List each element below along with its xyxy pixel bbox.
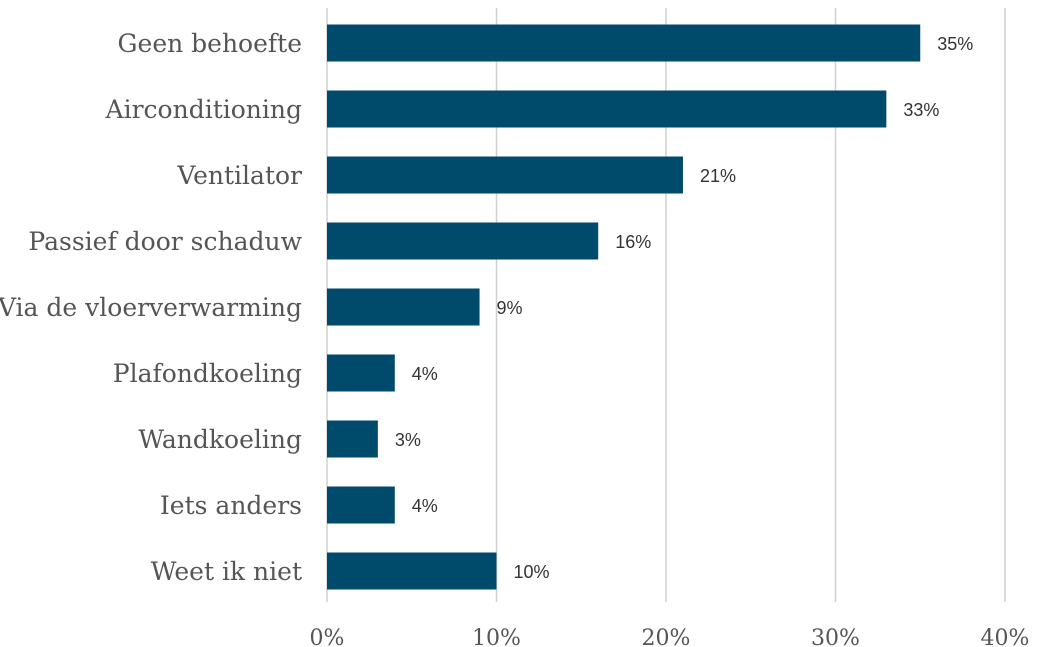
x-tick-label: 10% — [472, 626, 521, 647]
data-label: 21% — [700, 166, 736, 186]
bars — [327, 24, 921, 590]
data-label: 16% — [615, 232, 651, 252]
bar — [327, 420, 378, 458]
category-label: Airconditioning — [105, 95, 302, 124]
category-label: Plafondkoeling — [113, 359, 302, 388]
data-label: 10% — [514, 562, 550, 582]
x-tick-label: 30% — [811, 626, 860, 647]
category-label: Via de vloerverwarming — [0, 293, 302, 322]
x-tick-label: 20% — [642, 626, 691, 647]
x-tick-label: 40% — [981, 626, 1030, 647]
bar — [327, 354, 395, 392]
category-label: Passief door schaduw — [28, 227, 302, 256]
bar — [327, 486, 395, 524]
data-labels: 35% 33% 21% 16% 9% 4% 3% 4% 10% — [395, 34, 973, 582]
bar — [327, 222, 599, 260]
data-label: 4% — [412, 364, 438, 384]
data-label: 3% — [395, 430, 421, 450]
bar — [327, 24, 921, 62]
category-label: Wandkoeling — [138, 425, 302, 454]
bar — [327, 156, 683, 194]
category-label: Iets anders — [160, 491, 302, 520]
category-labels: Geen behoefte Airconditioning Ventilator Pa… — [0, 29, 303, 586]
category-label: Geen behoefte — [118, 29, 302, 58]
x-tick-label: 0% — [310, 626, 345, 647]
bar — [327, 552, 497, 590]
category-label: Ventilator — [176, 161, 302, 190]
data-label: 9% — [497, 298, 523, 318]
data-label: 4% — [412, 496, 438, 516]
x-axis-ticks: 0% 10% 20% 30% 40% — [310, 626, 1030, 647]
data-label: 35% — [937, 34, 973, 54]
bar — [327, 288, 480, 326]
category-label: Weet ik niet — [151, 557, 302, 586]
bar — [327, 90, 887, 128]
data-label: 33% — [903, 100, 939, 120]
